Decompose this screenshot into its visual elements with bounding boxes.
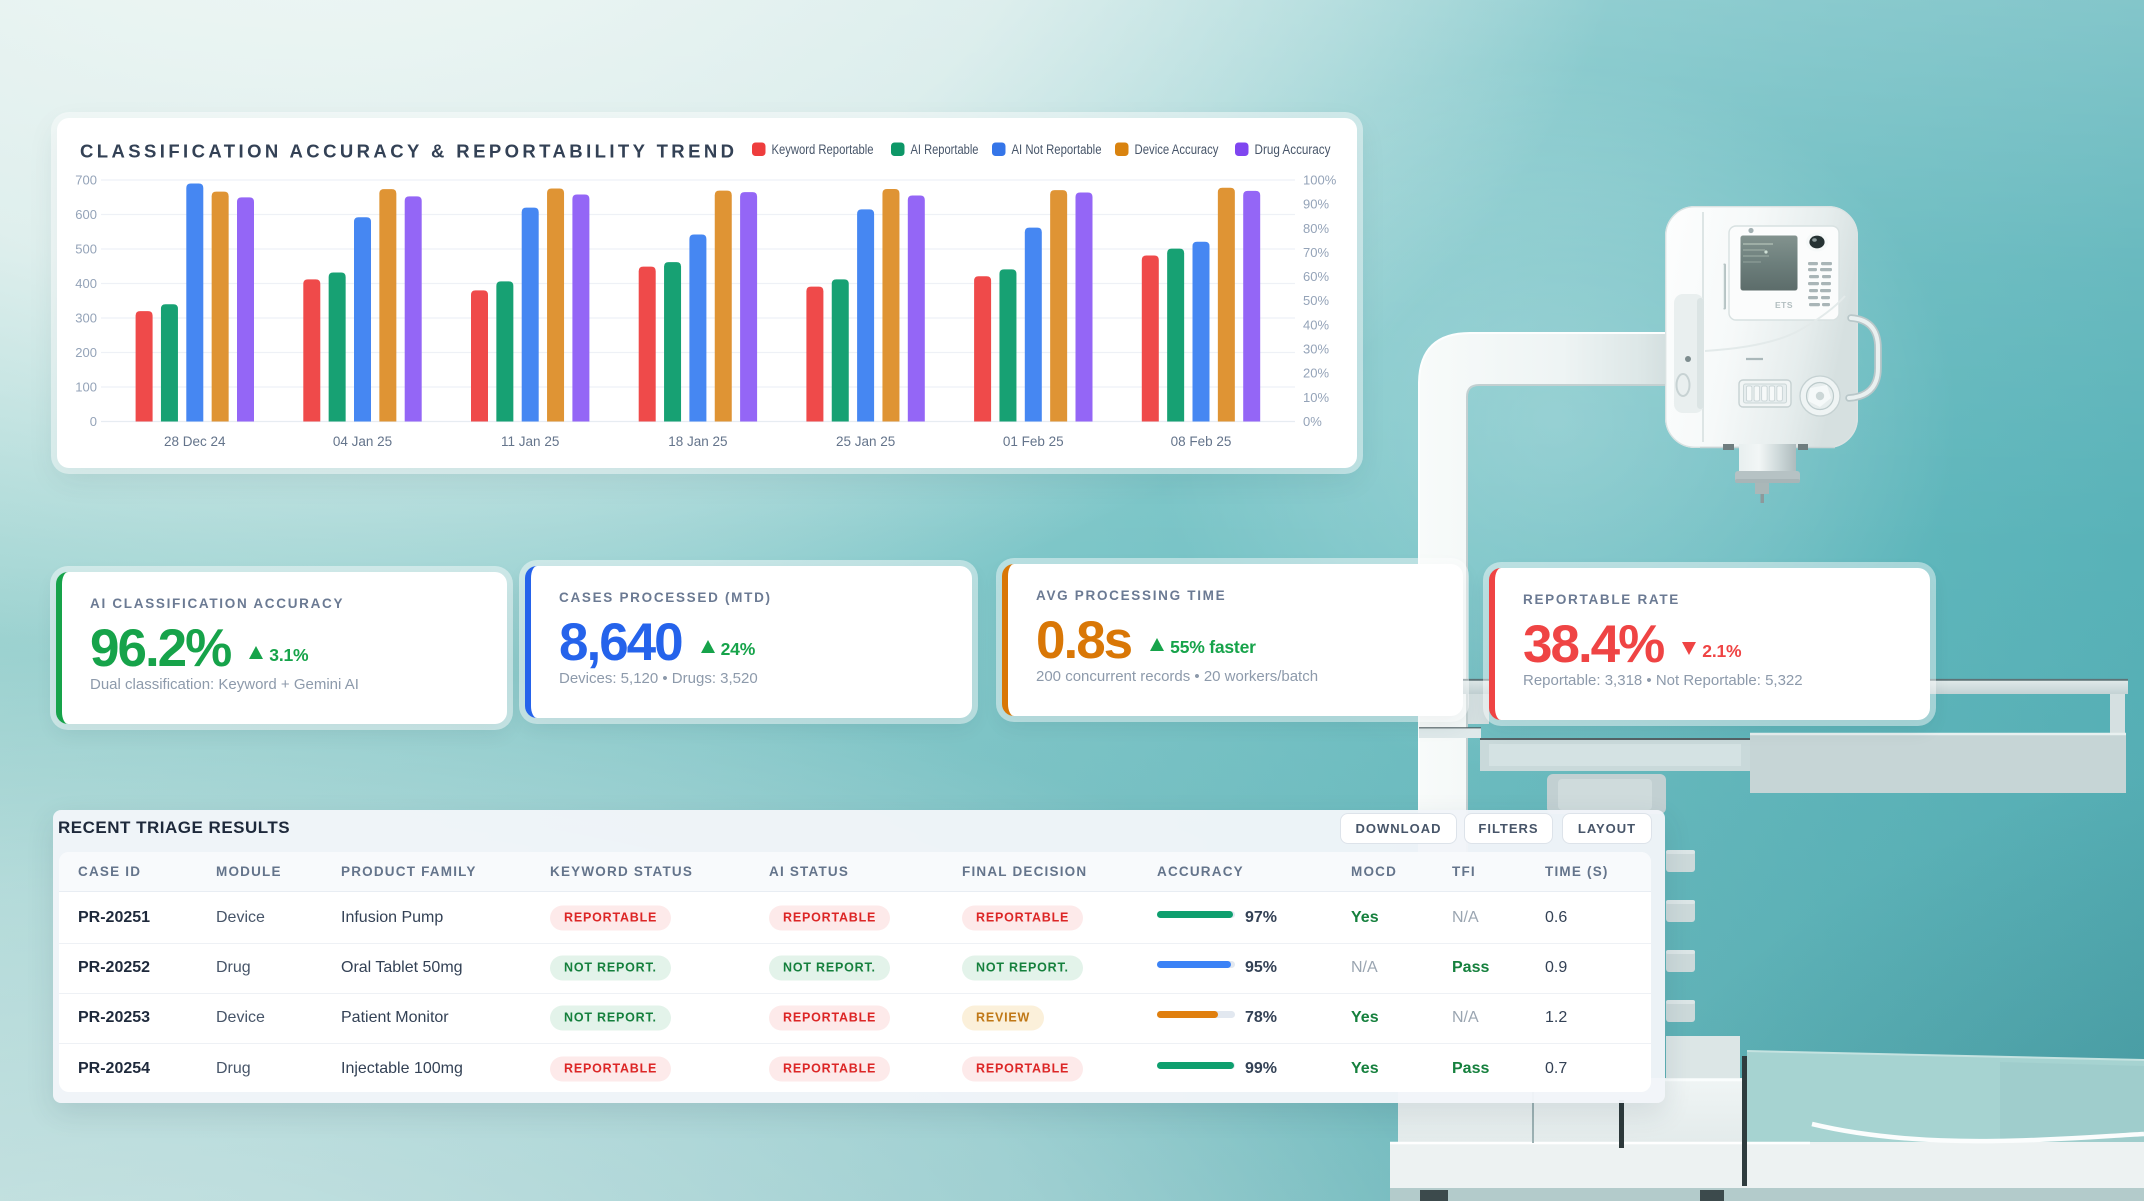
svg-text:300: 300 [75, 311, 97, 326]
svg-text:700: 700 [75, 173, 97, 188]
svg-text:600: 600 [75, 207, 97, 222]
svg-text:18 Jan 25: 18 Jan 25 [668, 434, 727, 449]
svg-text:Keyword Reportable: Keyword Reportable [772, 142, 874, 157]
svg-text:100%: 100% [1303, 173, 1337, 188]
svg-text:0: 0 [90, 414, 97, 429]
svg-text:11 Jan 25: 11 Jan 25 [501, 434, 559, 449]
svg-text:08 Feb 25: 08 Feb 25 [1171, 434, 1232, 449]
svg-text:80%: 80% [1303, 221, 1329, 236]
svg-text:0%: 0% [1303, 414, 1322, 429]
svg-text:Drug Accuracy: Drug Accuracy [1255, 142, 1331, 157]
svg-text:25 Jan 25: 25 Jan 25 [836, 434, 895, 449]
svg-text:50%: 50% [1303, 293, 1329, 308]
svg-text:500: 500 [75, 242, 97, 257]
svg-text:AI Not Reportable: AI Not Reportable [1012, 142, 1102, 157]
svg-text:AI Reportable: AI Reportable [911, 142, 979, 157]
svg-text:200: 200 [75, 345, 97, 360]
svg-text:40%: 40% [1303, 317, 1329, 332]
svg-text:ETS: ETS [1775, 300, 1793, 310]
svg-text:01 Feb 25: 01 Feb 25 [1003, 434, 1064, 449]
svg-text:04 Jan 25: 04 Jan 25 [333, 434, 392, 449]
svg-text:Device Accuracy: Device Accuracy [1135, 142, 1219, 157]
svg-text:70%: 70% [1303, 245, 1329, 260]
svg-text:20%: 20% [1303, 366, 1329, 381]
svg-text:100: 100 [75, 380, 97, 395]
svg-text:10%: 10% [1303, 390, 1329, 405]
svg-text:400: 400 [75, 276, 97, 291]
svg-text:90%: 90% [1303, 197, 1329, 212]
svg-text:60%: 60% [1303, 269, 1329, 284]
svg-text:CLASSIFICATION ACCURACY & REPO: CLASSIFICATION ACCURACY & REPORTABILITY … [80, 141, 734, 162]
svg-text:28 Dec 24: 28 Dec 24 [164, 434, 226, 449]
svg-text:30%: 30% [1303, 342, 1329, 357]
